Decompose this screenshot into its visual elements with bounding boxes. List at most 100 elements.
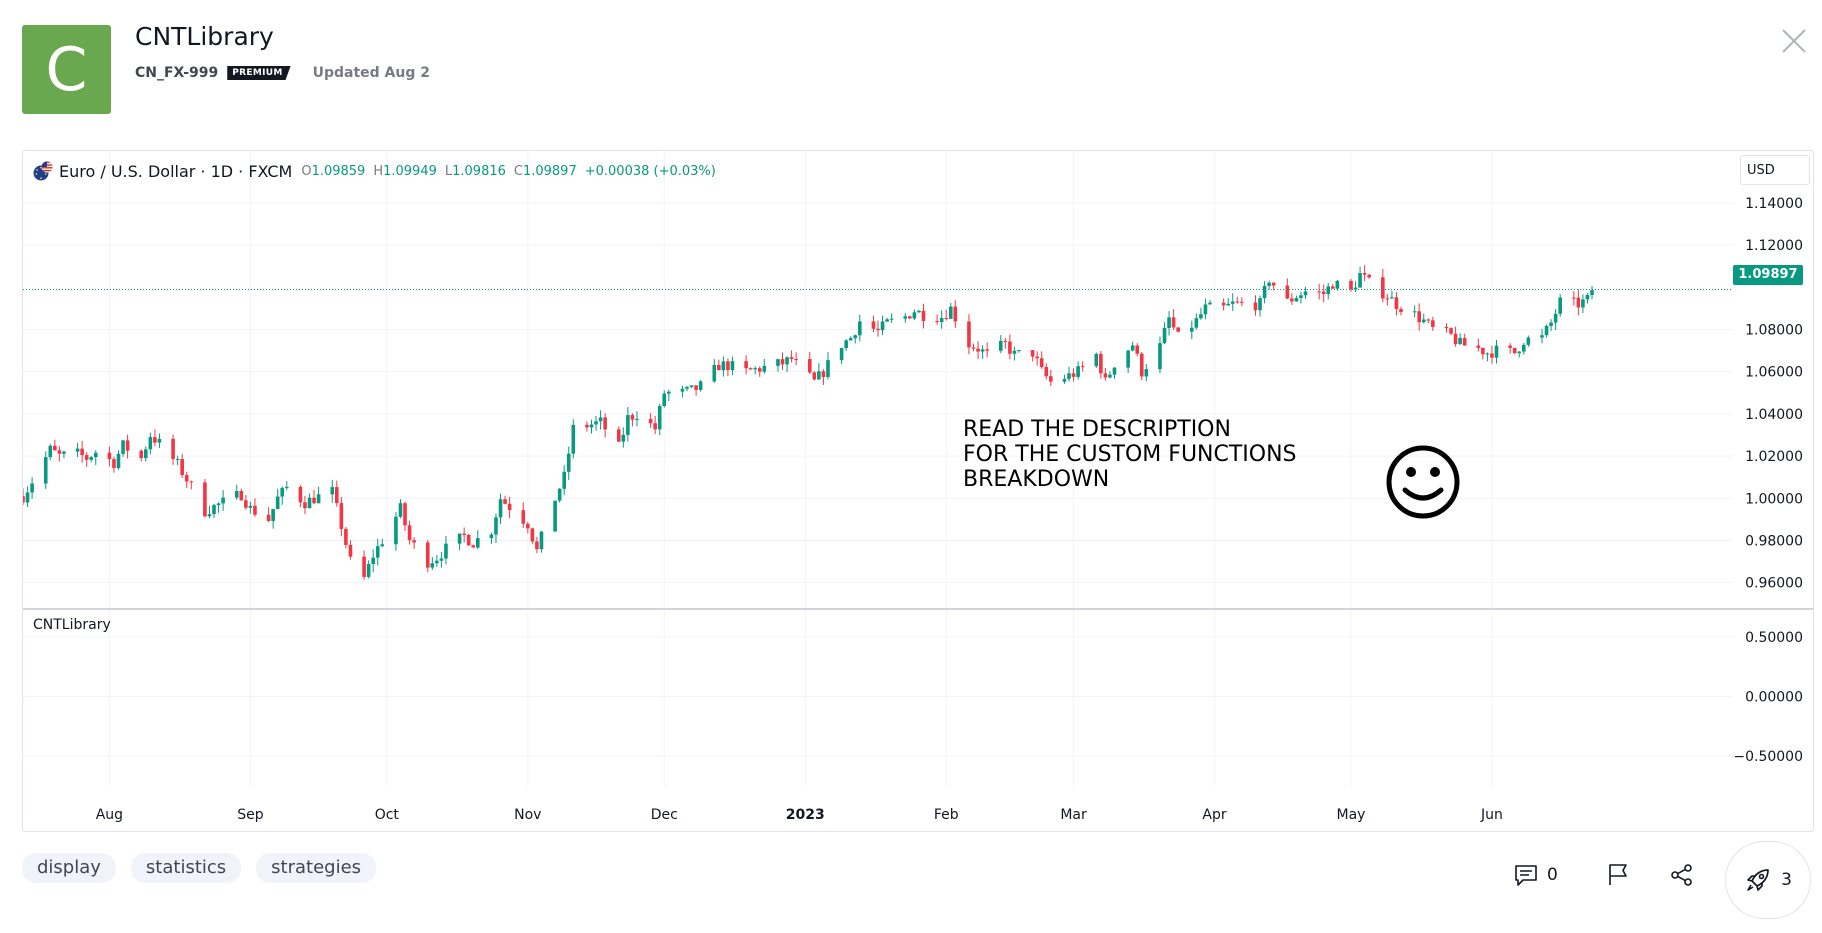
candle-body	[335, 487, 339, 504]
candle-body	[885, 319, 889, 322]
candle-body	[125, 440, 130, 451]
candle-body	[889, 318, 894, 320]
candle-body	[971, 347, 976, 349]
ohlc-open: O1.09859	[301, 164, 365, 179]
share-icon	[1671, 864, 1692, 886]
chart-annotation: READ THE DESCRIPTION FOR THE CUSTOM FUNC…	[963, 417, 1297, 492]
candle-body	[967, 321, 971, 348]
candle-body	[630, 415, 635, 420]
candle-body	[1576, 297, 1581, 308]
candle-body	[1103, 373, 1108, 378]
candle-body	[1012, 350, 1017, 354]
candle-body	[366, 564, 371, 577]
smiley-icon	[1386, 445, 1460, 519]
candle-body	[598, 417, 603, 422]
candle-body	[976, 348, 980, 352]
candle-body	[635, 418, 639, 420]
price-axis-label: 1.08000	[1745, 322, 1803, 338]
candle-body	[435, 560, 439, 564]
time-axis-label: Sep	[237, 807, 264, 823]
candle-body	[1512, 347, 1517, 354]
candle-body	[571, 424, 576, 454]
candle-body	[489, 534, 494, 539]
boost-button[interactable]: 3	[1725, 841, 1811, 919]
candle-body	[1035, 356, 1039, 359]
candle-body	[721, 361, 726, 371]
candle-body	[153, 437, 157, 443]
candle-body	[871, 321, 876, 329]
candle-body	[1094, 353, 1099, 367]
currency-selector[interactable]: USD	[1740, 155, 1810, 185]
candle-body	[557, 488, 562, 501]
candle-body	[1394, 297, 1399, 310]
candle-body	[1590, 290, 1594, 295]
time-axis-label: Aug	[96, 807, 123, 823]
candle-body	[1044, 367, 1049, 377]
candle-body	[712, 364, 717, 382]
candle-body	[1039, 358, 1044, 368]
candle-body	[1008, 341, 1012, 354]
candle-body	[1108, 374, 1112, 378]
candle-body	[1271, 282, 1276, 286]
time-axis-label: Nov	[514, 807, 541, 823]
candle-body	[1417, 311, 1421, 323]
candle-body	[653, 423, 657, 430]
candle-body	[1540, 335, 1544, 338]
chart-container[interactable]: 1.14000 1.12000 1.08000 1.06000 1.04000 1.020…	[22, 150, 1814, 832]
comments-button[interactable]: 0	[1513, 862, 1558, 888]
candle-body	[1049, 376, 1053, 382]
price-axis-label: 1.02000	[1745, 449, 1803, 465]
candle-body	[921, 310, 926, 322]
candle-body	[266, 514, 271, 521]
report-button[interactable]	[1605, 862, 1631, 888]
symbol-title[interactable]: Euro / U.S. Dollar · 1D · FXCM	[59, 161, 293, 181]
candle-body	[189, 481, 194, 483]
candle-body	[748, 368, 753, 370]
candle-body	[84, 455, 89, 460]
candle-body	[1003, 340, 1008, 342]
candle-body	[371, 557, 375, 565]
candle-body	[757, 368, 762, 372]
candle-body	[53, 445, 57, 451]
candle-body	[876, 328, 880, 331]
candle-body	[175, 458, 180, 460]
candle-body	[1544, 325, 1549, 336]
candle-body	[694, 385, 698, 390]
author-avatar[interactable]: C	[22, 25, 111, 114]
chart-canvas[interactable]: 1.14000 1.12000 1.08000 1.06000 1.04000 1.020…	[23, 151, 1813, 831]
tag-list: display statistics strategies	[22, 853, 377, 883]
time-axis-label: Feb	[934, 807, 959, 823]
flag-icon	[1609, 864, 1627, 885]
share-button[interactable]	[1669, 862, 1695, 888]
rocket-icon	[1747, 869, 1769, 891]
script-title: CNTLibrary	[135, 22, 274, 51]
candle-body	[1421, 319, 1426, 323]
candle-body	[1226, 303, 1230, 306]
candle-body	[1521, 344, 1526, 352]
candle-body	[339, 503, 344, 529]
candle-body	[1362, 273, 1367, 275]
close-icon[interactable]	[1780, 27, 1808, 55]
candle-body	[1326, 286, 1331, 295]
candle-body	[1076, 366, 1080, 377]
author-name[interactable]: CN_FX-999	[135, 65, 219, 81]
candle-body	[444, 543, 448, 559]
candle-body	[216, 503, 221, 506]
tag-strategies[interactable]: strategies	[256, 853, 377, 883]
candle-body	[1162, 327, 1167, 344]
candle-body	[30, 483, 34, 493]
candle-body	[1285, 285, 1290, 299]
candle-body	[1330, 286, 1335, 289]
indicator-pane-title: CNTLibrary	[33, 617, 111, 633]
candle-body	[1171, 317, 1176, 328]
candle-body	[157, 438, 162, 443]
tag-statistics[interactable]: statistics	[130, 853, 242, 883]
tag-display[interactable]: display	[22, 853, 116, 883]
candle-body	[1526, 337, 1531, 345]
candle-body	[1385, 298, 1390, 300]
candle-body	[821, 371, 826, 378]
candle-body	[1485, 353, 1490, 355]
candle-body	[1017, 350, 1021, 352]
last-price-label: 1.09897	[1733, 265, 1803, 285]
ohlc-high-label: H	[373, 163, 384, 179]
